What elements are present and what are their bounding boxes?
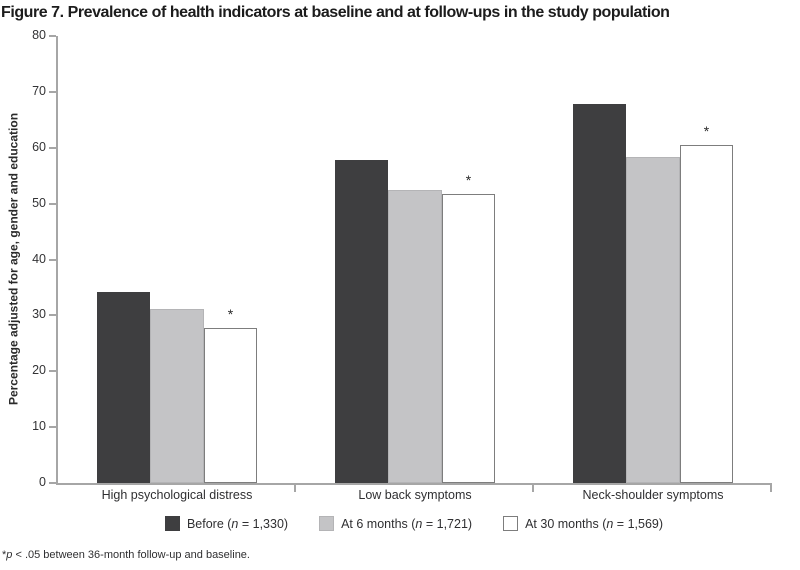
y-axis-tick-label: 60 [32,139,46,154]
category-label: High psychological distress [101,488,253,502]
bar-6-months [388,189,442,483]
legend-swatch [164,516,180,531]
y-axis-tick [49,90,56,93]
y-axis-tick-label: 70 [32,83,46,98]
figure-title: Figure 7. Prevalence of health indicator… [1,4,670,21]
x-axis-tick [770,485,772,492]
legend-label: At 6 months (n = 1,721) [341,516,473,531]
y-axis-tick [49,370,56,373]
x-axis-tick [294,485,296,492]
y-axis-tick [49,35,56,37]
y-axis-tick [49,426,56,429]
y-axis-tick [49,314,56,317]
significance-asterisk: * [465,171,472,188]
bar-before [96,292,151,483]
chart-legend: Before (n = 1,330) At 6 months (n = 1,721… [56,516,772,531]
y-axis-tick-label: 10 [32,419,46,434]
y-axis-tick [49,482,56,484]
bar-30-months [441,193,496,483]
plot-area: 0 10 20 30 40 50 60 70 80 High psychological dist… [32,28,772,502]
legend-label: Before (n = 1,330) [186,516,289,531]
y-axis-tick [49,258,56,261]
category-label: Neck-shoulder symptoms [582,488,724,502]
y-axis-tick-label: 20 [32,363,46,378]
y-axis-tick-label: 30 [32,307,46,322]
y-axis-tick-label: 0 [39,475,46,489]
bar-before [334,160,389,483]
legend-label: At 30 months (n = 1,569) [525,516,664,531]
significance-asterisk: * [227,305,234,322]
legend-swatch [319,516,335,531]
bar-6-months [150,308,204,483]
y-axis-tick [49,202,56,205]
y-axis-tick-label: 40 [32,251,46,266]
y-axis-tick [49,146,56,149]
legend-item-before: Before (n = 1,330) [164,516,289,531]
y-axis-tick-label: 80 [32,28,46,42]
bar-before [572,103,627,483]
bar-6-months [626,156,680,483]
bar-30-months [203,327,258,483]
bar-30-months [679,144,734,483]
x-axis-tick [532,485,534,492]
footnote: *p < .05 between 36-month follow-up and … [2,549,250,561]
legend-item-6-months: At 6 months (n = 1,721) [319,516,472,531]
significance-asterisk: * [703,122,710,139]
category-label: Low back symptoms [358,488,472,502]
legend-item-30-months: At 30 months (n = 1,569) [503,516,663,531]
y-axis-tick-label: 50 [32,195,46,210]
legend-swatch [503,516,519,531]
